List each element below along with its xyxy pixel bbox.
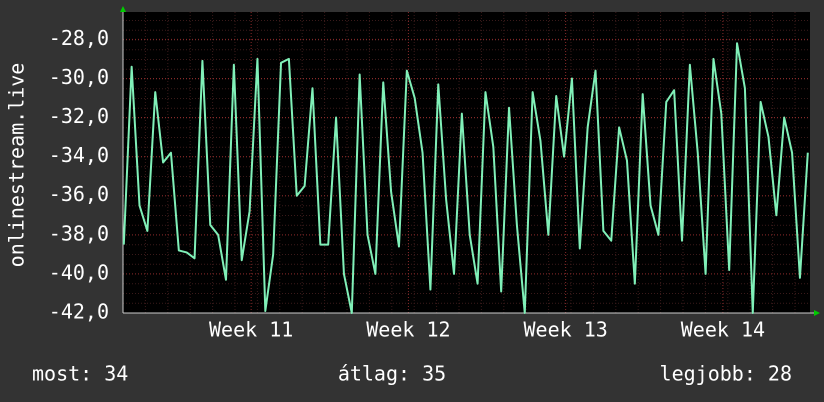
x-tick-label: Week 11 [209, 318, 293, 342]
y-tick-label: -34,0 [49, 143, 109, 167]
y-tick-label: -38,0 [49, 221, 109, 245]
stat-average: átlag: 35 [338, 362, 446, 386]
y-axis-label: onlinestream.live [5, 63, 29, 268]
y-tick-label: -32,0 [49, 104, 109, 128]
x-tick-label: Week 12 [366, 318, 450, 342]
y-tick-label: -36,0 [49, 182, 109, 206]
stat-best: legjobb: 28 [660, 362, 792, 386]
y-arrow [120, 6, 126, 12]
x-tick-label: Week 14 [681, 318, 765, 342]
y-tick-label: -40,0 [49, 260, 109, 284]
x-tick-label: Week 13 [523, 318, 607, 342]
y-tick-label: -42,0 [49, 300, 109, 324]
data-line [122, 42, 809, 314]
y-tick-label: -30,0 [49, 65, 109, 89]
y-tick-label: -28,0 [49, 26, 109, 50]
stat-current: most: 34 [32, 362, 128, 386]
x-arrow [814, 310, 820, 316]
